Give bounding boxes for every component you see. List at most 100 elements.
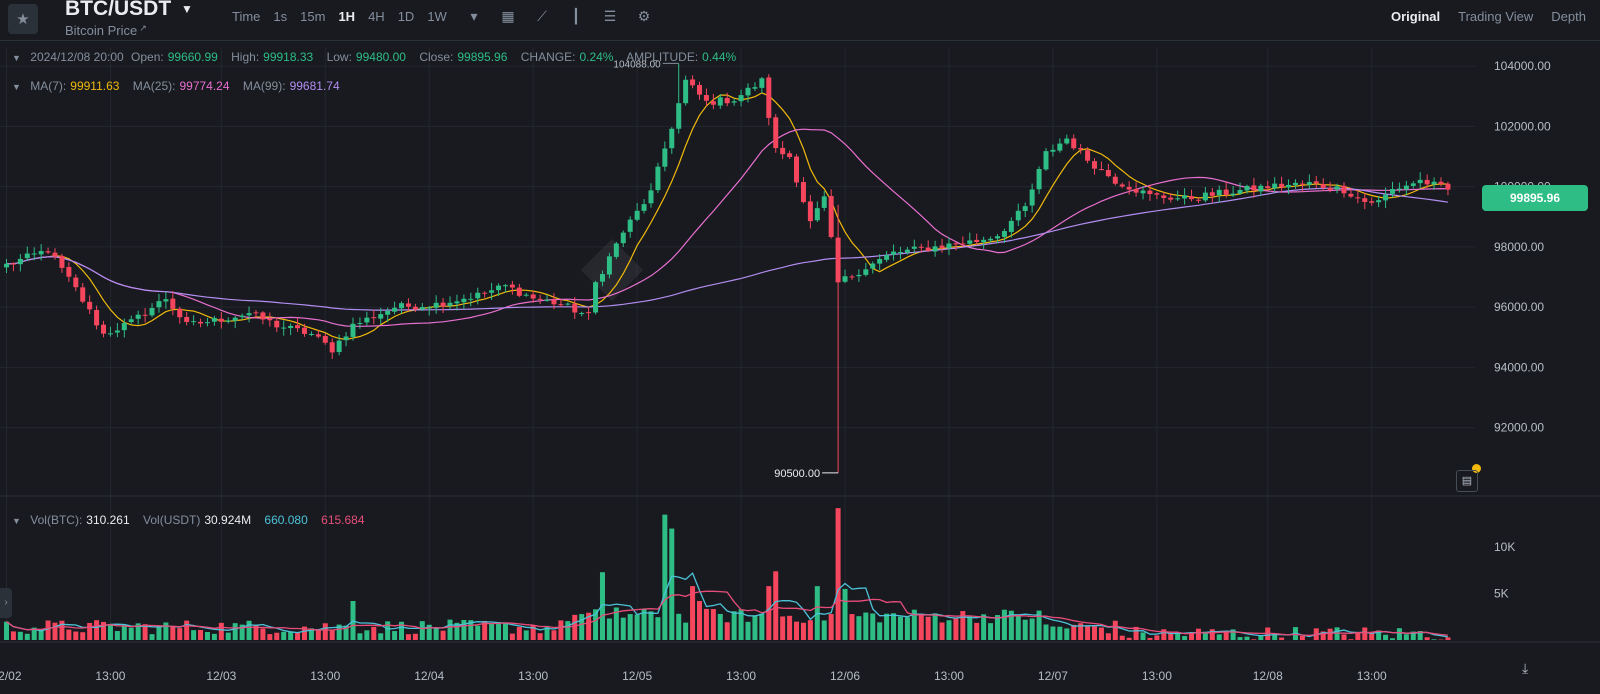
- candle-body: [1119, 184, 1125, 187]
- volume-bar: [766, 586, 772, 640]
- volume-bar: [4, 621, 9, 640]
- calculator-icon[interactable]: ▤: [1456, 470, 1478, 492]
- ma7-value: 99911.63: [70, 79, 120, 93]
- volume-bar: [73, 631, 79, 640]
- interval-1s[interactable]: 1s: [273, 9, 288, 24]
- collapse-chevron-icon[interactable]: ▼: [12, 516, 21, 526]
- symbol-title[interactable]: BTC/USDT: [65, 0, 172, 20]
- volume-bar: [1424, 637, 1430, 640]
- axis-scale-icon[interactable]: ⤓: [1522, 660, 1529, 676]
- volume-bar: [586, 612, 592, 640]
- tab-depth[interactable]: Depth: [1551, 9, 1586, 24]
- candle-body: [59, 255, 65, 268]
- layout-icon[interactable]: ☰: [603, 8, 617, 24]
- tab-original[interactable]: Original: [1391, 9, 1441, 24]
- candle-body: [1417, 179, 1423, 184]
- volume-bar: [1251, 639, 1257, 640]
- chart-tools: ▾ ▦ ⟋ ┃ ☰ ⚙: [457, 8, 661, 25]
- candle-body: [1403, 185, 1409, 190]
- subtitle[interactable]: Bitcoin Price ↗: [65, 23, 147, 38]
- candle-body: [1050, 149, 1056, 152]
- candle-body: [828, 196, 834, 237]
- volume-bar: [787, 615, 793, 640]
- volume-bar: [939, 622, 945, 640]
- volume-bar: [655, 617, 661, 640]
- candle-body: [918, 246, 924, 248]
- interval-4h[interactable]: 4H: [368, 9, 385, 24]
- volume-bar: [988, 623, 994, 640]
- volume-bar: [551, 630, 557, 640]
- interval-1h[interactable]: 1H: [338, 9, 356, 24]
- interval-1d[interactable]: 1D: [397, 9, 415, 24]
- candle-body: [142, 314, 148, 316]
- candle-body: [586, 312, 592, 314]
- ma-info-row: ▼ MA(7): 99911.63 MA(25): 99774.24 MA(99):…: [12, 79, 350, 93]
- x-tick-label: 13:00: [1357, 669, 1387, 683]
- volume-bar: [627, 614, 633, 640]
- symbol-dropdown-chevron-icon[interactable]: ▼: [181, 2, 193, 16]
- collapse-chevron-icon[interactable]: ▼: [12, 82, 21, 92]
- candle-body: [884, 255, 890, 260]
- volume-bar: [537, 633, 543, 640]
- candle-body: [1445, 183, 1451, 190]
- ma25-value: 99774.24: [179, 79, 230, 93]
- volume-bar: [1410, 631, 1416, 640]
- candle-body: [1438, 181, 1444, 184]
- volume-bar: [690, 586, 696, 640]
- candle-body: [232, 317, 238, 321]
- volume-bar: [156, 625, 162, 640]
- volume-bar: [114, 631, 120, 640]
- tab-trading-view[interactable]: Trading View: [1458, 9, 1534, 24]
- candles: [4, 63, 1451, 473]
- volume-bar: [59, 620, 65, 640]
- volume-tick-label: 10K: [1494, 540, 1515, 554]
- volume-bar: [606, 618, 612, 640]
- candle-body: [1369, 201, 1375, 203]
- candle-type-icon[interactable]: ┃: [571, 8, 581, 24]
- candle-body: [405, 303, 411, 307]
- candle-body: [80, 287, 86, 302]
- candle-body: [496, 285, 502, 291]
- volume-bar: [904, 617, 910, 640]
- x-tick-label: 12/04: [414, 669, 444, 683]
- candle-body: [1112, 176, 1118, 184]
- subtitle-text[interactable]: Bitcoin Price: [65, 23, 138, 38]
- candle-body: [1424, 179, 1430, 185]
- candle-body: [849, 276, 855, 278]
- interval-1w[interactable]: 1W: [427, 9, 447, 24]
- candle-body: [378, 314, 384, 319]
- close-value: 99895.96: [457, 50, 508, 64]
- volume-bar: [1071, 624, 1077, 640]
- x-tick-label: 12/03: [206, 669, 236, 683]
- candle-body: [211, 317, 217, 322]
- volume-bar: [31, 627, 37, 640]
- volume-bar: [10, 631, 16, 640]
- interval-more-chevron-icon[interactable]: ▾: [470, 8, 478, 24]
- candle-body: [1202, 192, 1208, 201]
- volume-bar: [163, 622, 169, 640]
- volume-bar: [1417, 631, 1423, 640]
- favorite-star-icon[interactable]: ★: [8, 4, 38, 34]
- settings-gear-icon[interactable]: ⚙: [637, 8, 651, 24]
- volume-bar: [121, 624, 127, 640]
- volume-bar: [683, 622, 689, 640]
- interval-15m[interactable]: 15m: [300, 9, 326, 24]
- candle-body: [1098, 169, 1104, 171]
- collapse-chevron-icon[interactable]: ▼: [12, 53, 21, 63]
- x-tick-label: 13:00: [726, 669, 756, 683]
- candle-body: [759, 78, 765, 88]
- x-tick-label: 13:00: [1142, 669, 1172, 683]
- candle-body: [392, 307, 398, 312]
- candle-body: [669, 128, 675, 149]
- candle-body: [565, 303, 571, 305]
- expand-panel-chevron-icon[interactable]: ›: [0, 588, 12, 618]
- volume-bar: [994, 615, 1000, 640]
- interval-time[interactable]: Time: [232, 9, 261, 24]
- volume-bar: [662, 514, 668, 640]
- volume-bar: [191, 630, 197, 640]
- indicator-icon[interactable]: ⟋: [537, 8, 547, 24]
- volume-bar: [821, 620, 827, 640]
- candle-body: [295, 325, 301, 329]
- calendar-icon[interactable]: ▦: [501, 8, 515, 24]
